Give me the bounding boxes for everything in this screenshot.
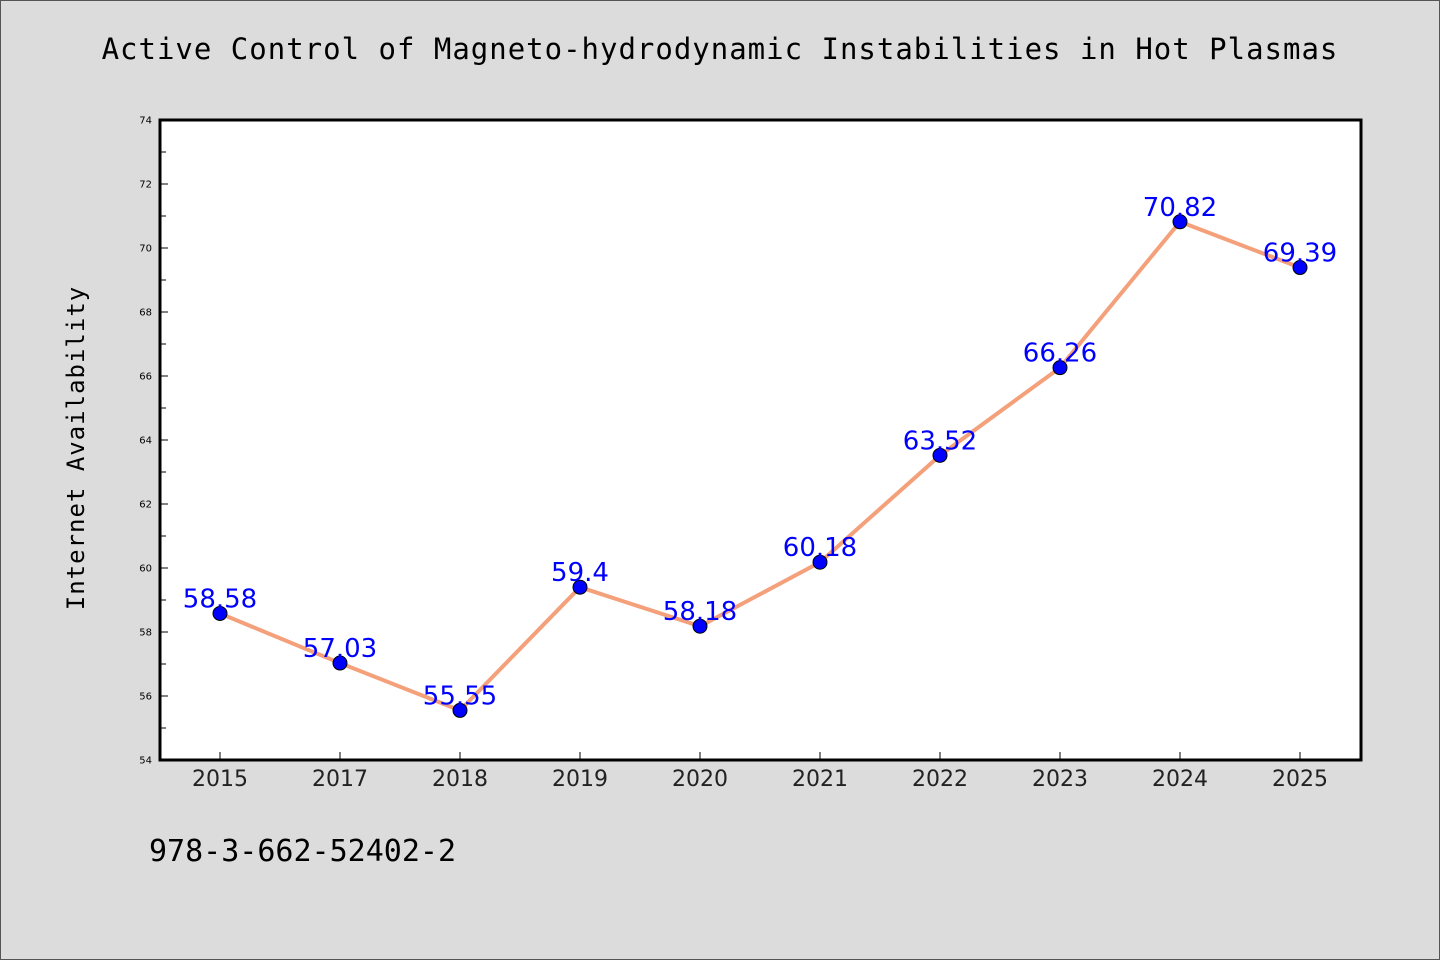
y-tick-label: 64 — [139, 436, 152, 447]
x-tick-label: 2017 — [312, 767, 368, 792]
series-layer: 58.58 57.03 55.55 59.4 58.18 60.18 63.52 66.26 7… — [183, 193, 1337, 718]
y-tick-label: 54 — [139, 756, 152, 767]
x-tick-label: 2023 — [1032, 767, 1088, 792]
data-point — [572, 579, 588, 595]
x-tick-label: 2020 — [672, 767, 728, 792]
y-tick-label: 60 — [139, 564, 152, 575]
data-label: 60.18 — [783, 533, 857, 563]
isbn-text: 978-3-662-52402-2 — [149, 834, 457, 869]
y-tick-label: 74 — [139, 116, 152, 127]
data-label: 66.26 — [1023, 339, 1097, 369]
data-label: 58.18 — [663, 597, 737, 627]
y-axis-ticks: 54 56 58 60 62 64 66 68 70 72 74 — [139, 116, 168, 767]
x-tick-label: 2015 — [192, 767, 248, 792]
data-label: 70.82 — [1143, 193, 1217, 223]
data-point — [1292, 260, 1308, 276]
data-point — [1172, 214, 1188, 230]
data-point — [1052, 360, 1068, 376]
x-tick-label: 2025 — [1272, 767, 1328, 792]
data-point — [932, 447, 948, 463]
data-label: 59.4 — [551, 558, 609, 588]
data-label: 63.52 — [903, 426, 977, 456]
plot-area — [158, 118, 1363, 762]
y-tick-label: 70 — [139, 244, 152, 255]
x-tick-label: 2018 — [432, 767, 488, 792]
data-label: 55.55 — [423, 681, 497, 711]
y-tick-label: 68 — [139, 308, 152, 319]
series-line — [218, 219, 1302, 713]
x-tick-label: 2024 — [1152, 767, 1208, 792]
chart-title: Active Control of Magneto-hydrodynamic I… — [101, 32, 1339, 66]
x-tick-label: 2021 — [792, 767, 848, 792]
y-tick-label: 62 — [139, 500, 152, 511]
data-point — [812, 554, 828, 570]
data-point — [692, 618, 708, 634]
y-tick-label: 58 — [139, 628, 152, 639]
y-tick-label: 72 — [139, 180, 152, 191]
x-tick-label: 2022 — [912, 767, 968, 792]
data-label: 58.58 — [183, 584, 257, 614]
x-axis-ticks: 2015 2017 2018 2019 2020 2021 2022 2023 2024 2025 — [192, 752, 1328, 792]
data-point — [212, 605, 228, 621]
x-tick-label: 2019 — [552, 767, 608, 792]
data-point — [452, 702, 468, 718]
data-point — [332, 655, 348, 671]
data-label: 69.39 — [1263, 239, 1337, 269]
data-label: 57.03 — [303, 634, 377, 664]
y-tick-label: 56 — [139, 692, 152, 703]
y-tick-label: 66 — [139, 372, 152, 383]
